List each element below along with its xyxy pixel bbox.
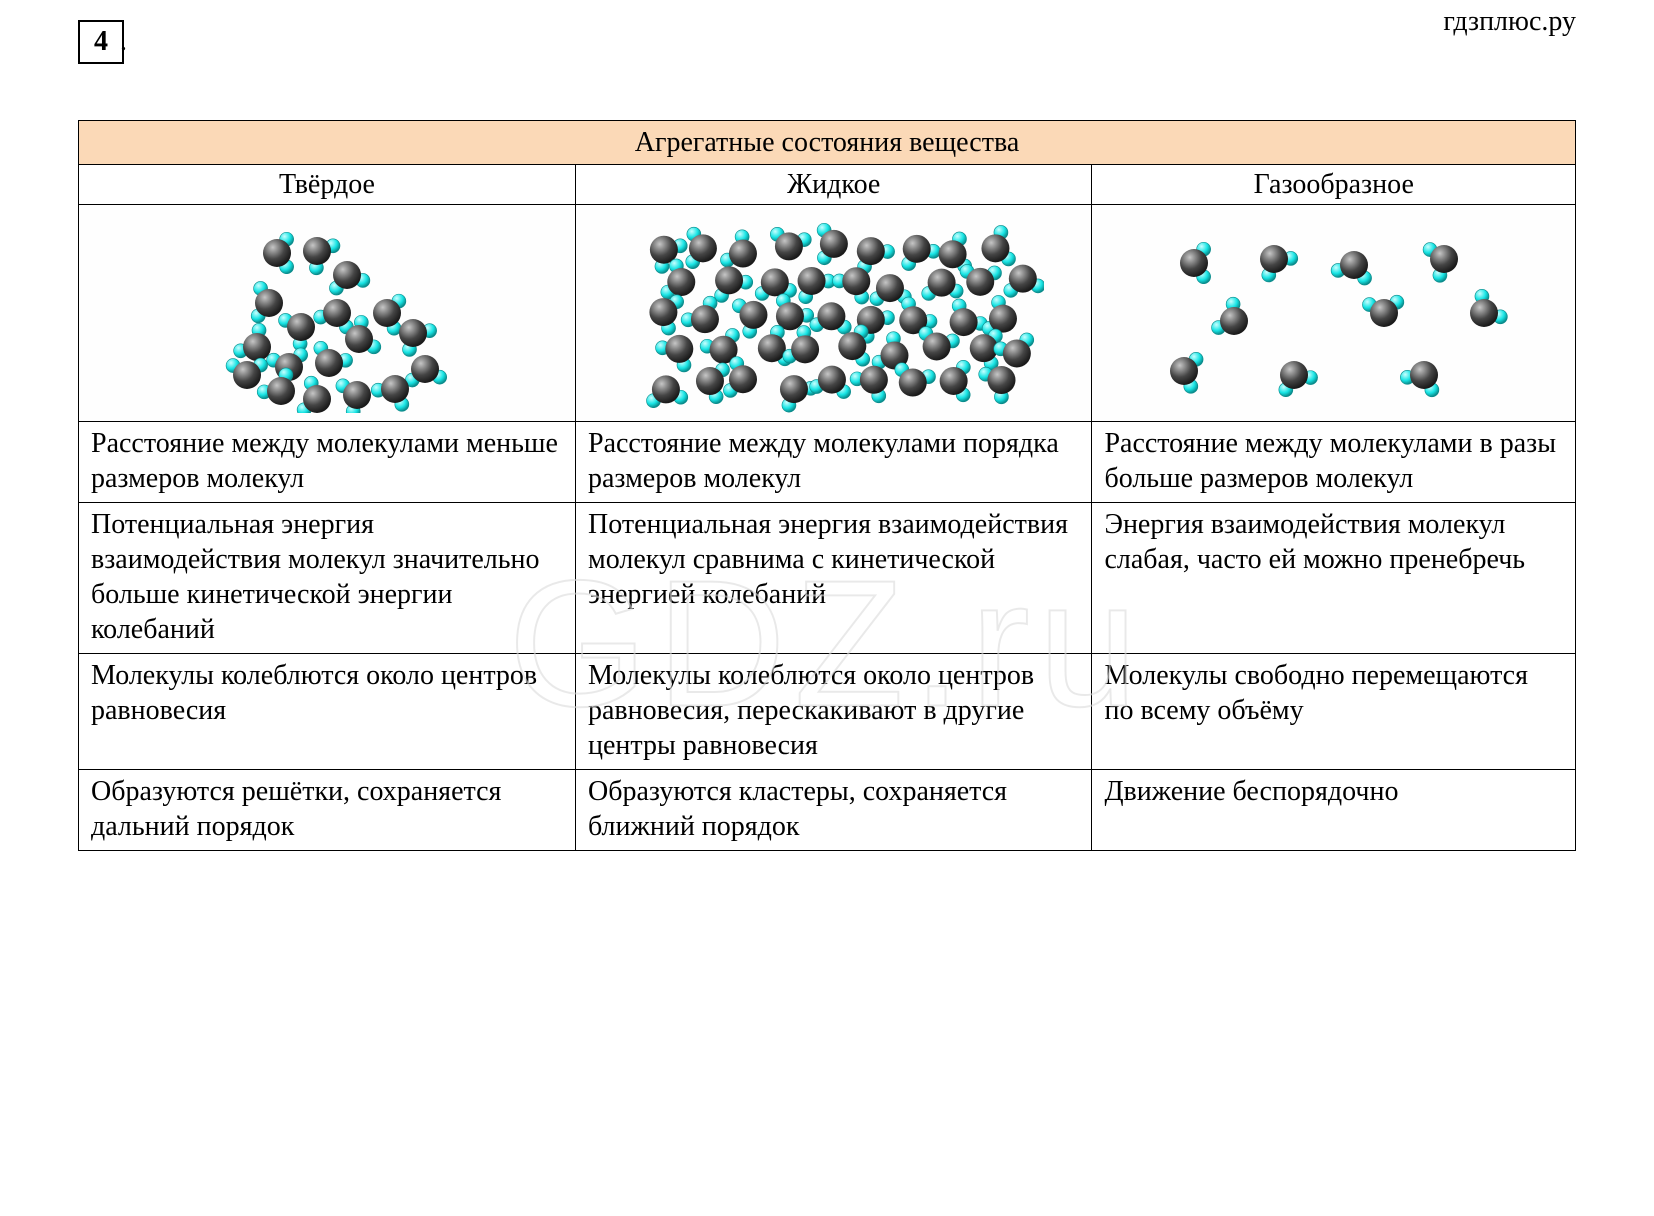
col-header-gas: Газообразное xyxy=(1092,165,1576,205)
cell-energy-solid: Потенциальная энергия взаимодействия мол… xyxy=(79,503,576,654)
illustration-liquid xyxy=(576,205,1092,422)
col-header-solid: Твёрдое xyxy=(79,165,576,205)
cell-distance-gas: Расстояние между молекулами в разы больш… xyxy=(1092,422,1576,503)
cell-order-liquid: Образуются кластеры, сохраняется ближний… xyxy=(576,770,1092,851)
task-number-dot: . xyxy=(120,26,127,57)
cell-motion-gas: Молекулы свободно перемещаются по всему … xyxy=(1092,654,1576,770)
cell-distance-liquid: Расстояние между молекулами порядка разм… xyxy=(576,422,1092,503)
site-label: гдзплюс.ру xyxy=(1443,6,1576,38)
molecules-liquid-icon xyxy=(624,213,1044,413)
molecules-gas-icon xyxy=(1124,213,1544,413)
illustration-solid xyxy=(79,205,576,422)
cell-energy-gas: Энергия взаимодействия молекул слабая, ч… xyxy=(1092,503,1576,654)
states-table: Агрегатные состояния вещества Твёрдое Жи… xyxy=(78,120,1576,851)
cell-distance-solid: Расстояние между молекулами меньше разме… xyxy=(79,422,576,503)
illustration-gas xyxy=(1092,205,1576,422)
molecules-solid-icon xyxy=(177,213,477,413)
cell-order-gas: Движение беспорядочно xyxy=(1092,770,1576,851)
cell-order-solid: Образуются решётки, сохраняется дальний … xyxy=(79,770,576,851)
table-title: Агрегатные состояния вещества xyxy=(79,121,1576,165)
cell-motion-solid: Молекулы колеблются около центров равнов… xyxy=(79,654,576,770)
cell-energy-liquid: Потенциальная энергия взаимодействия мол… xyxy=(576,503,1092,654)
col-header-liquid: Жидкое xyxy=(576,165,1092,205)
task-number-box: 4 xyxy=(78,20,124,64)
cell-motion-liquid: Молекулы колеблются около центров равнов… xyxy=(576,654,1092,770)
